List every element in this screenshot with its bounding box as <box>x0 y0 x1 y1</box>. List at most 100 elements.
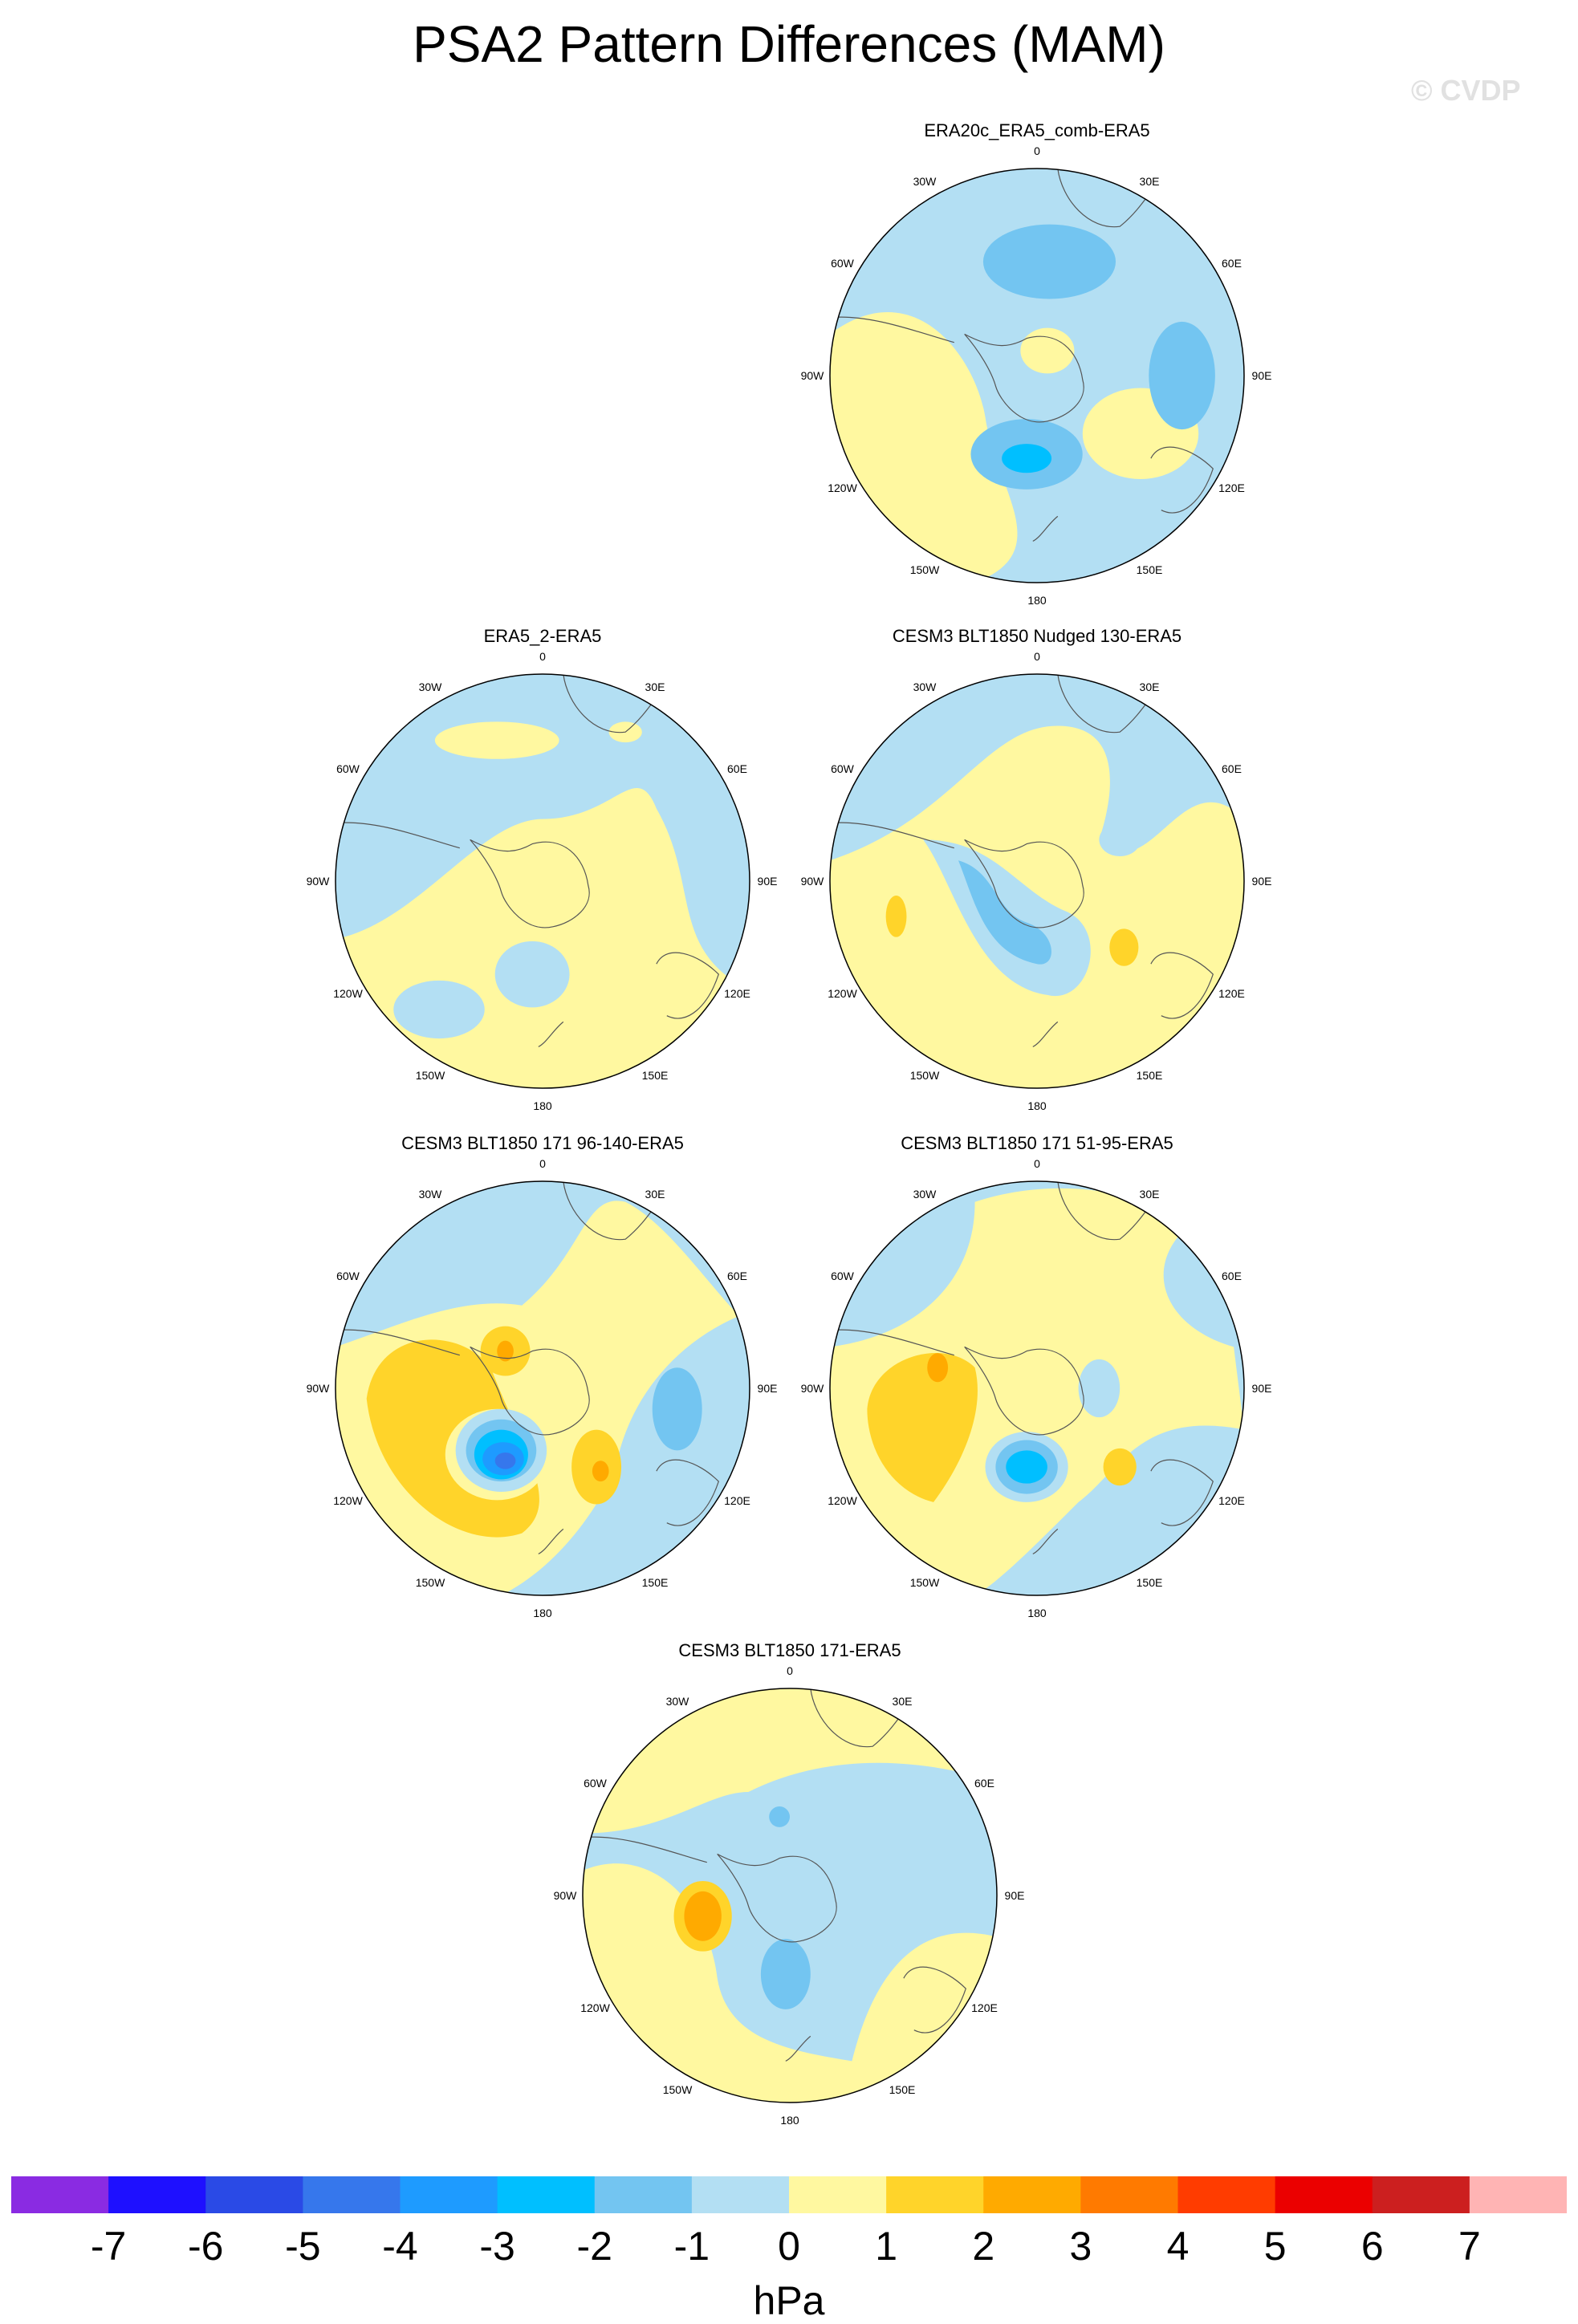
anomaly-contour <box>598 1311 632 1341</box>
map-border <box>829 1180 1245 1596</box>
lon-label: 120E <box>1218 1494 1245 1507</box>
lon-label: 60E <box>727 1270 747 1282</box>
anomaly-contour <box>1078 1359 1120 1418</box>
antarctica-coastline <box>964 839 1084 928</box>
anomaly-contour <box>1109 928 1139 966</box>
lon-label: 60E <box>727 762 747 775</box>
coastline <box>538 1021 564 1047</box>
lon-label: 60W <box>831 1270 854 1282</box>
anomaly-contour <box>652 1367 702 1451</box>
coastline <box>656 1459 719 1526</box>
polar-map-p5 <box>829 1180 1245 1596</box>
colorbar-swatch <box>205 2176 303 2213</box>
colorbar-swatch <box>594 2176 693 2213</box>
colorbar-swatch <box>886 2176 984 2213</box>
lon-label: 90W <box>800 369 824 382</box>
anomaly-contour <box>1002 444 1052 473</box>
colorbar-tick-label: 1 <box>875 2224 898 2269</box>
lon-label: 90W <box>553 1889 577 1902</box>
colorbar-swatch <box>691 2176 790 2213</box>
lon-label: 90E <box>1251 875 1272 888</box>
map-border <box>829 168 1245 583</box>
map-border <box>829 673 1245 1089</box>
polar-map-p4 <box>335 1180 750 1596</box>
lon-label: 30E <box>645 1187 665 1201</box>
anomaly-contour <box>1020 327 1075 374</box>
lon-label: 120W <box>828 1494 857 1507</box>
panel-title-p2: ERA5_2-ERA5 <box>483 626 602 646</box>
anomaly-contour <box>684 1891 722 1941</box>
lon-label: 150W <box>415 1069 445 1083</box>
coastline <box>1150 1459 1214 1526</box>
panel-title-p4: CESM3 BLT1850 171 96-140-ERA5 <box>401 1133 684 1153</box>
lon-label: 120W <box>333 987 363 1000</box>
lon-label: 120W <box>828 987 857 1000</box>
lon-label: 90E <box>1004 1889 1025 1902</box>
colorbar-tick-label: 6 <box>1360 2224 1384 2269</box>
colorbar-swatch <box>1469 2176 1567 2213</box>
antarctica-coastline <box>964 333 1084 423</box>
lon-label: 30E <box>892 1694 913 1708</box>
lon-label: 120W <box>333 1494 363 1507</box>
colorbar-swatch <box>497 2176 596 2213</box>
lon-label: 60W <box>831 762 854 775</box>
colorbar-tick-label: 3 <box>1069 2224 1092 2269</box>
lon-label: 120W <box>580 2001 610 2014</box>
panel-title-p6: CESM3 BLT1850 171-ERA5 <box>678 1640 901 1660</box>
lon-label: 0 <box>539 1157 546 1170</box>
lon-label: 120E <box>724 1494 750 1507</box>
lon-label: 120E <box>1218 481 1245 494</box>
lon-label: 60E <box>1222 762 1242 775</box>
anomaly-contour <box>1006 1450 1047 1484</box>
colorbar-tick-label: -2 <box>576 2224 612 2269</box>
lon-label: 120E <box>1218 987 1245 1000</box>
lon-label: 180 <box>1027 1607 1047 1619</box>
lon-label: 150W <box>909 1576 940 1590</box>
lon-label: 120E <box>724 987 750 1000</box>
lon-label: 150E <box>641 1069 669 1083</box>
colorbar-tick-label: -7 <box>90 2224 127 2269</box>
anomaly-contour <box>760 1939 811 2009</box>
lon-label: 150E <box>889 2083 916 2097</box>
anomaly-contour <box>393 980 485 1039</box>
anomaly-contour <box>1099 823 1141 857</box>
lon-label: 150W <box>415 1576 445 1590</box>
colorbar-tick-label: 4 <box>1166 2224 1190 2269</box>
colorbar-tick-label: 5 <box>1263 2224 1287 2269</box>
coastline <box>785 2035 811 2062</box>
coastline <box>1032 1021 1059 1047</box>
colorbar-swatch <box>400 2176 498 2213</box>
anomaly-contour <box>885 896 907 937</box>
lon-label: 30E <box>1139 680 1160 693</box>
panel-title-p5: CESM3 BLT1850 171 51-95-ERA5 <box>901 1133 1173 1153</box>
lon-label: 180 <box>533 1607 552 1619</box>
colorbar-swatch <box>983 2176 1081 2213</box>
coastline <box>903 1966 966 2034</box>
antarctica-coastline <box>470 1346 590 1436</box>
colorbar-swatch <box>303 2176 401 2213</box>
lon-label: 0 <box>1034 144 1040 157</box>
colorbar-swatch <box>789 2176 887 2213</box>
lon-label: 60W <box>584 1777 607 1790</box>
anomaly-contour <box>494 941 570 1008</box>
colorbar-swatch <box>1372 2176 1470 2213</box>
lon-label: 180 <box>533 1099 552 1112</box>
anomaly-contour <box>497 1340 514 1362</box>
anomaly-contour <box>982 224 1116 299</box>
colorbar-swatch <box>108 2176 206 2213</box>
lon-label: 60W <box>336 762 360 775</box>
lon-label: 30W <box>913 1187 937 1201</box>
panel-title-p3: CESM3 BLT1850 Nudged 130-ERA5 <box>892 626 1182 646</box>
lon-label: 60E <box>974 1777 994 1790</box>
lon-label: 120W <box>828 481 857 494</box>
coastline <box>1032 1528 1059 1554</box>
anomaly-contour <box>927 1353 949 1383</box>
coastline <box>1150 952 1214 1019</box>
polar-map-p6 <box>582 1688 998 2103</box>
map-border <box>582 1688 998 2103</box>
lon-label: 150E <box>1136 563 1163 577</box>
lon-label: 0 <box>1034 1157 1040 1170</box>
lon-label: 0 <box>1034 650 1040 663</box>
anomaly-contour <box>592 1461 609 1482</box>
antarctica-coastline <box>964 1346 1084 1436</box>
